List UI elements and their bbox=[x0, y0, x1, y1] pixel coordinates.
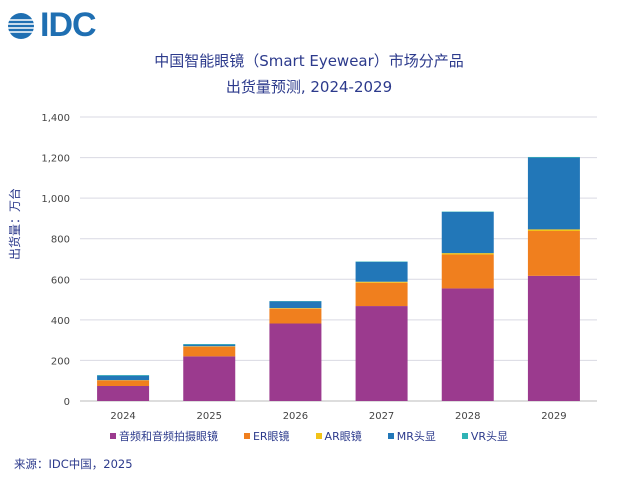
legend-swatch bbox=[243, 433, 250, 439]
x-tick-label: 2025 bbox=[197, 411, 222, 422]
legend-label: VR头显 bbox=[470, 430, 509, 443]
legend-item: VR头显 bbox=[461, 428, 509, 444]
legend-item: ER眼镜 bbox=[243, 428, 290, 444]
plot-area: 0 200 400 600 800 1,000 1,200 1,400 2024 2025 2026… bbox=[41, 113, 597, 422]
legend-item: AR眼镜 bbox=[315, 428, 362, 444]
bar-segment bbox=[183, 356, 236, 401]
bar-segment bbox=[355, 261, 408, 282]
legend-label: MR头显 bbox=[396, 430, 436, 443]
legend: 音频和音频拍摄眼镜 ER眼镜 AR眼镜 MR头显 VR头显 bbox=[0, 428, 618, 444]
bar-segment bbox=[97, 385, 150, 401]
bar-segment bbox=[355, 281, 408, 283]
bar-segment bbox=[355, 306, 408, 401]
bar-segment bbox=[527, 156, 580, 158]
bar-segment bbox=[527, 157, 580, 230]
x-tick-label: 2026 bbox=[283, 411, 308, 422]
legend-swatch bbox=[387, 433, 394, 439]
y-tick-label: 800 bbox=[51, 235, 70, 246]
bar-segment bbox=[441, 288, 494, 401]
bar-segment bbox=[441, 254, 494, 289]
legend-swatch bbox=[461, 433, 468, 439]
bar-segment bbox=[355, 282, 408, 307]
bar-segment bbox=[269, 323, 322, 401]
y-tick-label: 0 bbox=[64, 397, 70, 408]
bar-segment bbox=[527, 229, 580, 232]
source-note: 来源：IDC中国，2025 bbox=[14, 457, 133, 471]
bar-segment bbox=[97, 380, 150, 386]
globe-icon bbox=[8, 12, 34, 39]
legend-swatch bbox=[315, 433, 322, 439]
bar-segment bbox=[97, 375, 150, 381]
x-tick-label: 2029 bbox=[541, 411, 566, 422]
y-tick-label: 200 bbox=[51, 356, 70, 367]
legend-label: ER眼镜 bbox=[252, 430, 290, 443]
x-tick-label: 2024 bbox=[110, 411, 135, 422]
legend-item: 音频和音频拍摄眼镜 bbox=[109, 428, 218, 444]
bar-segment bbox=[441, 253, 494, 255]
bar-segment bbox=[183, 346, 236, 357]
y-tick-label: 1,000 bbox=[41, 194, 70, 205]
bar-segment bbox=[183, 344, 236, 347]
y-tick-label: 1,400 bbox=[41, 113, 70, 124]
chart-subtitle: 出货量预测, 2024-2029 bbox=[225, 78, 393, 96]
bar-segment bbox=[441, 211, 494, 254]
bar-segment bbox=[97, 375, 150, 376]
logo-text: IDC bbox=[40, 6, 97, 44]
legend-swatch bbox=[109, 433, 116, 439]
x-tick-label: 2028 bbox=[455, 411, 480, 422]
legend-label: AR眼镜 bbox=[324, 430, 362, 443]
idc-logo: IDC bbox=[6, 6, 97, 45]
y-tick-label: 1,200 bbox=[41, 154, 70, 165]
bar-segment bbox=[527, 231, 580, 276]
legend-item: MR头显 bbox=[387, 428, 436, 444]
y-tick-label: 400 bbox=[51, 316, 70, 327]
y-tick-label: 600 bbox=[51, 275, 70, 286]
chart-title: 中国智能眼镜（Smart Eyewear）市场分产品 bbox=[154, 52, 464, 70]
bar-segment bbox=[269, 308, 322, 309]
bar-segment bbox=[527, 275, 580, 401]
legend-label: 音频和音频拍摄眼镜 bbox=[118, 430, 218, 443]
bar-segment bbox=[183, 343, 236, 345]
x-tick-label: 2027 bbox=[369, 411, 394, 422]
bar-segment bbox=[269, 301, 322, 309]
bar-segment bbox=[269, 308, 322, 324]
